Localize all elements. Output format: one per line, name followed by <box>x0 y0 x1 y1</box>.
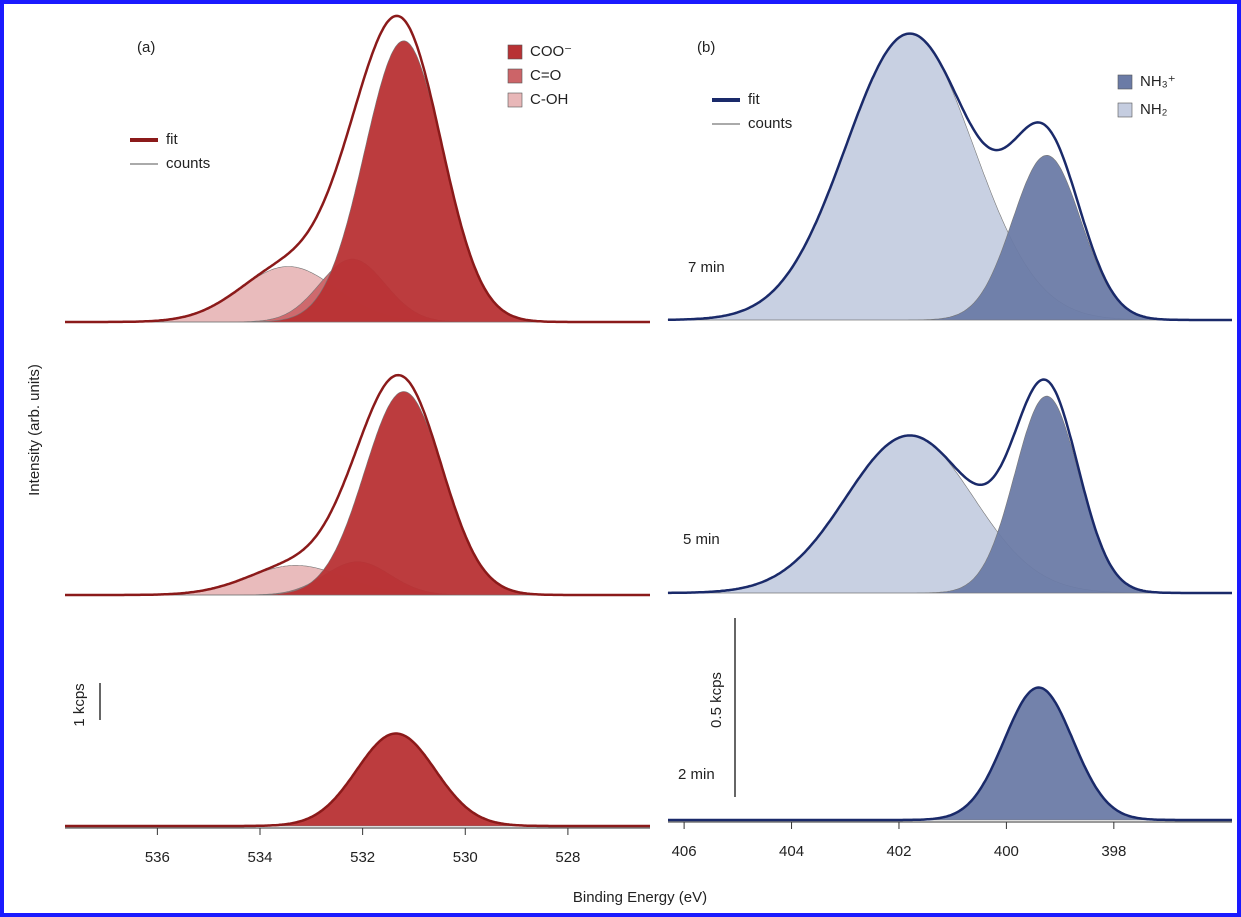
x-tick-label: 530 <box>453 849 478 866</box>
legend-label: C=O <box>530 67 561 84</box>
scale-bar-label: 1 kcps <box>71 683 88 726</box>
fit-line <box>668 378 1232 595</box>
y-axis-label: Intensity (arb. units) <box>26 364 43 496</box>
x-tick-label: 532 <box>350 849 375 866</box>
fit-line <box>65 732 650 828</box>
fit-line <box>668 32 1232 322</box>
legend-label: NH₂ <box>1140 101 1168 118</box>
legend-label: counts <box>748 115 792 132</box>
scale-bar-label: 0.5 kcps <box>708 672 725 728</box>
legend-label: NH₃⁺ <box>1140 73 1176 90</box>
legend-swatch <box>507 44 523 60</box>
legend-label: C-OH <box>530 91 568 108</box>
x-tick-label: 536 <box>145 849 170 866</box>
peak <box>65 733 650 827</box>
x-tick-label: 398 <box>1101 843 1126 860</box>
x-tick-label: 404 <box>779 843 804 860</box>
peak <box>667 435 1232 594</box>
fit-line <box>65 14 650 324</box>
legend-label: COO⁻ <box>530 43 572 60</box>
x-tick-label: 406 <box>672 843 697 860</box>
x-tick-label: 534 <box>247 849 272 866</box>
legend-label: counts <box>166 155 210 172</box>
peak <box>668 687 1232 821</box>
spectrum-label: 5 min <box>683 531 720 548</box>
legend-swatch <box>507 92 523 108</box>
panel-title: (a) <box>137 39 155 56</box>
fit-line <box>668 686 1232 822</box>
legend-swatch <box>507 68 523 84</box>
fit-line <box>65 373 650 597</box>
panel-title: (b) <box>697 39 715 56</box>
spectrum-label: 2 min <box>678 766 715 783</box>
x-axis-label: Binding Energy (eV) <box>573 889 707 906</box>
legend-label: fit <box>166 131 179 148</box>
x-tick-label: 402 <box>886 843 911 860</box>
legend-swatch <box>1117 102 1133 118</box>
x-tick-label: 528 <box>555 849 580 866</box>
legend-swatch <box>1117 74 1133 90</box>
legend-label: fit <box>748 91 761 108</box>
peak <box>65 40 650 323</box>
x-tick-label: 400 <box>994 843 1019 860</box>
peak <box>65 391 650 596</box>
spectrum-label: 7 min <box>688 259 725 276</box>
